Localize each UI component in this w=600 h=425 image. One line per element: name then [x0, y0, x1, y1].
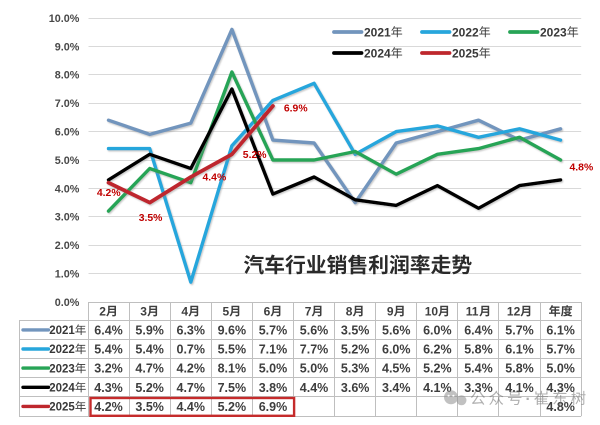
- svg-text:6.0%: 6.0%: [382, 343, 411, 357]
- svg-text:4.3%: 4.3%: [546, 381, 575, 395]
- svg-text:5.4%: 5.4%: [94, 343, 123, 357]
- svg-text:3.0%: 3.0%: [55, 212, 80, 224]
- svg-text:0.7%: 0.7%: [177, 343, 206, 357]
- svg-text:5.0%: 5.0%: [300, 362, 329, 376]
- svg-text:5.2%: 5.2%: [341, 343, 370, 357]
- svg-text:4.3%: 4.3%: [94, 381, 123, 395]
- svg-text:0.0%: 0.0%: [55, 297, 80, 309]
- svg-text:2022: 2022: [49, 344, 75, 356]
- svg-text:4.1%: 4.1%: [423, 381, 452, 395]
- svg-text:3.2%: 3.2%: [94, 362, 123, 376]
- svg-text:4.1%: 4.1%: [505, 381, 534, 395]
- svg-text:4.2%: 4.2%: [97, 188, 121, 199]
- svg-text:7.7%: 7.7%: [300, 343, 329, 357]
- svg-text:1.0%: 1.0%: [55, 269, 80, 281]
- svg-text:4.0%: 4.0%: [55, 183, 80, 195]
- svg-text:4.7%: 4.7%: [177, 381, 206, 395]
- svg-text:3.5%: 3.5%: [135, 400, 164, 414]
- svg-text:6.4%: 6.4%: [94, 323, 123, 337]
- svg-text:6.2%: 6.2%: [423, 343, 452, 357]
- svg-text:5: 5: [223, 304, 230, 318]
- svg-text:4.5%: 4.5%: [382, 362, 411, 376]
- svg-text:4.8%: 4.8%: [570, 163, 594, 174]
- svg-text:5.5%: 5.5%: [218, 343, 247, 357]
- svg-text:6: 6: [264, 304, 271, 318]
- svg-text:3.4%: 3.4%: [382, 381, 411, 395]
- svg-text:9: 9: [387, 304, 394, 318]
- svg-text:4.4%: 4.4%: [203, 172, 227, 183]
- svg-text:10.0%: 10.0%: [49, 13, 80, 25]
- svg-text:5.9%: 5.9%: [135, 323, 164, 337]
- svg-text:7.5%: 7.5%: [218, 381, 247, 395]
- svg-text:3.5%: 3.5%: [139, 213, 163, 224]
- svg-text:6.4%: 6.4%: [464, 323, 493, 337]
- svg-text:9.0%: 9.0%: [55, 41, 80, 53]
- svg-text:2.0%: 2.0%: [55, 240, 80, 252]
- svg-text:6.0%: 6.0%: [55, 127, 80, 139]
- svg-text:8.0%: 8.0%: [55, 70, 80, 82]
- svg-text:5.4%: 5.4%: [135, 343, 164, 357]
- svg-text:4.7%: 4.7%: [135, 362, 164, 376]
- svg-text:5.3%: 5.3%: [341, 362, 370, 376]
- svg-text:6.9%: 6.9%: [284, 103, 308, 114]
- svg-text:6.3%: 6.3%: [177, 323, 206, 337]
- svg-text:5.0%: 5.0%: [546, 362, 575, 376]
- svg-text:2024: 2024: [364, 46, 391, 60]
- svg-text:12: 12: [507, 304, 521, 318]
- svg-text:3.6%: 3.6%: [341, 381, 370, 395]
- svg-text:2021: 2021: [364, 25, 391, 39]
- svg-text:2023: 2023: [49, 363, 75, 375]
- svg-text:2024: 2024: [49, 383, 75, 395]
- svg-text:5.6%: 5.6%: [300, 323, 329, 337]
- svg-text:6.1%: 6.1%: [546, 323, 575, 337]
- svg-text:4: 4: [181, 304, 188, 318]
- svg-text:5.4%: 5.4%: [464, 362, 493, 376]
- svg-text:2022: 2022: [452, 25, 479, 39]
- svg-text:8.1%: 8.1%: [218, 362, 247, 376]
- svg-text:5.7%: 5.7%: [259, 323, 288, 337]
- svg-text:9.6%: 9.6%: [218, 323, 247, 337]
- svg-text:8: 8: [346, 304, 353, 318]
- svg-text:4.4%: 4.4%: [300, 381, 329, 395]
- svg-text:2025: 2025: [49, 402, 75, 414]
- svg-text:11: 11: [466, 304, 479, 318]
- svg-text:4.4%: 4.4%: [177, 400, 206, 414]
- svg-text:2023: 2023: [540, 25, 567, 39]
- svg-text:5.6%: 5.6%: [382, 323, 411, 337]
- svg-text:2021: 2021: [49, 325, 75, 337]
- svg-text:5.7%: 5.7%: [505, 323, 534, 337]
- svg-text:5.2%: 5.2%: [135, 381, 164, 395]
- svg-text:6.0%: 6.0%: [423, 323, 452, 337]
- svg-text:5.2%: 5.2%: [218, 400, 247, 414]
- svg-text:5.8%: 5.8%: [505, 362, 534, 376]
- svg-text:5.2%: 5.2%: [243, 150, 267, 161]
- svg-text:3: 3: [140, 304, 147, 318]
- svg-text:5.7%: 5.7%: [546, 343, 575, 357]
- svg-text:6.9%: 6.9%: [259, 400, 288, 414]
- svg-text:5.8%: 5.8%: [464, 343, 493, 357]
- svg-text:7.0%: 7.0%: [55, 98, 80, 110]
- svg-text:4.2%: 4.2%: [177, 362, 206, 376]
- svg-text:4.8%: 4.8%: [546, 400, 575, 414]
- svg-text:4.2%: 4.2%: [94, 400, 123, 414]
- svg-text:2025: 2025: [452, 46, 479, 60]
- svg-text:·: ·: [526, 391, 534, 408]
- svg-text:7: 7: [305, 304, 312, 318]
- svg-text:5.0%: 5.0%: [259, 362, 288, 376]
- svg-text:3.8%: 3.8%: [259, 381, 288, 395]
- svg-text:3.5%: 3.5%: [341, 323, 370, 337]
- svg-text:7.1%: 7.1%: [259, 343, 288, 357]
- svg-text:3.3%: 3.3%: [464, 381, 493, 395]
- svg-text:5.2%: 5.2%: [423, 362, 452, 376]
- svg-text:2: 2: [99, 304, 106, 318]
- svg-text:10: 10: [425, 304, 439, 318]
- svg-text:5.0%: 5.0%: [55, 155, 80, 167]
- svg-text:6.1%: 6.1%: [505, 343, 534, 357]
